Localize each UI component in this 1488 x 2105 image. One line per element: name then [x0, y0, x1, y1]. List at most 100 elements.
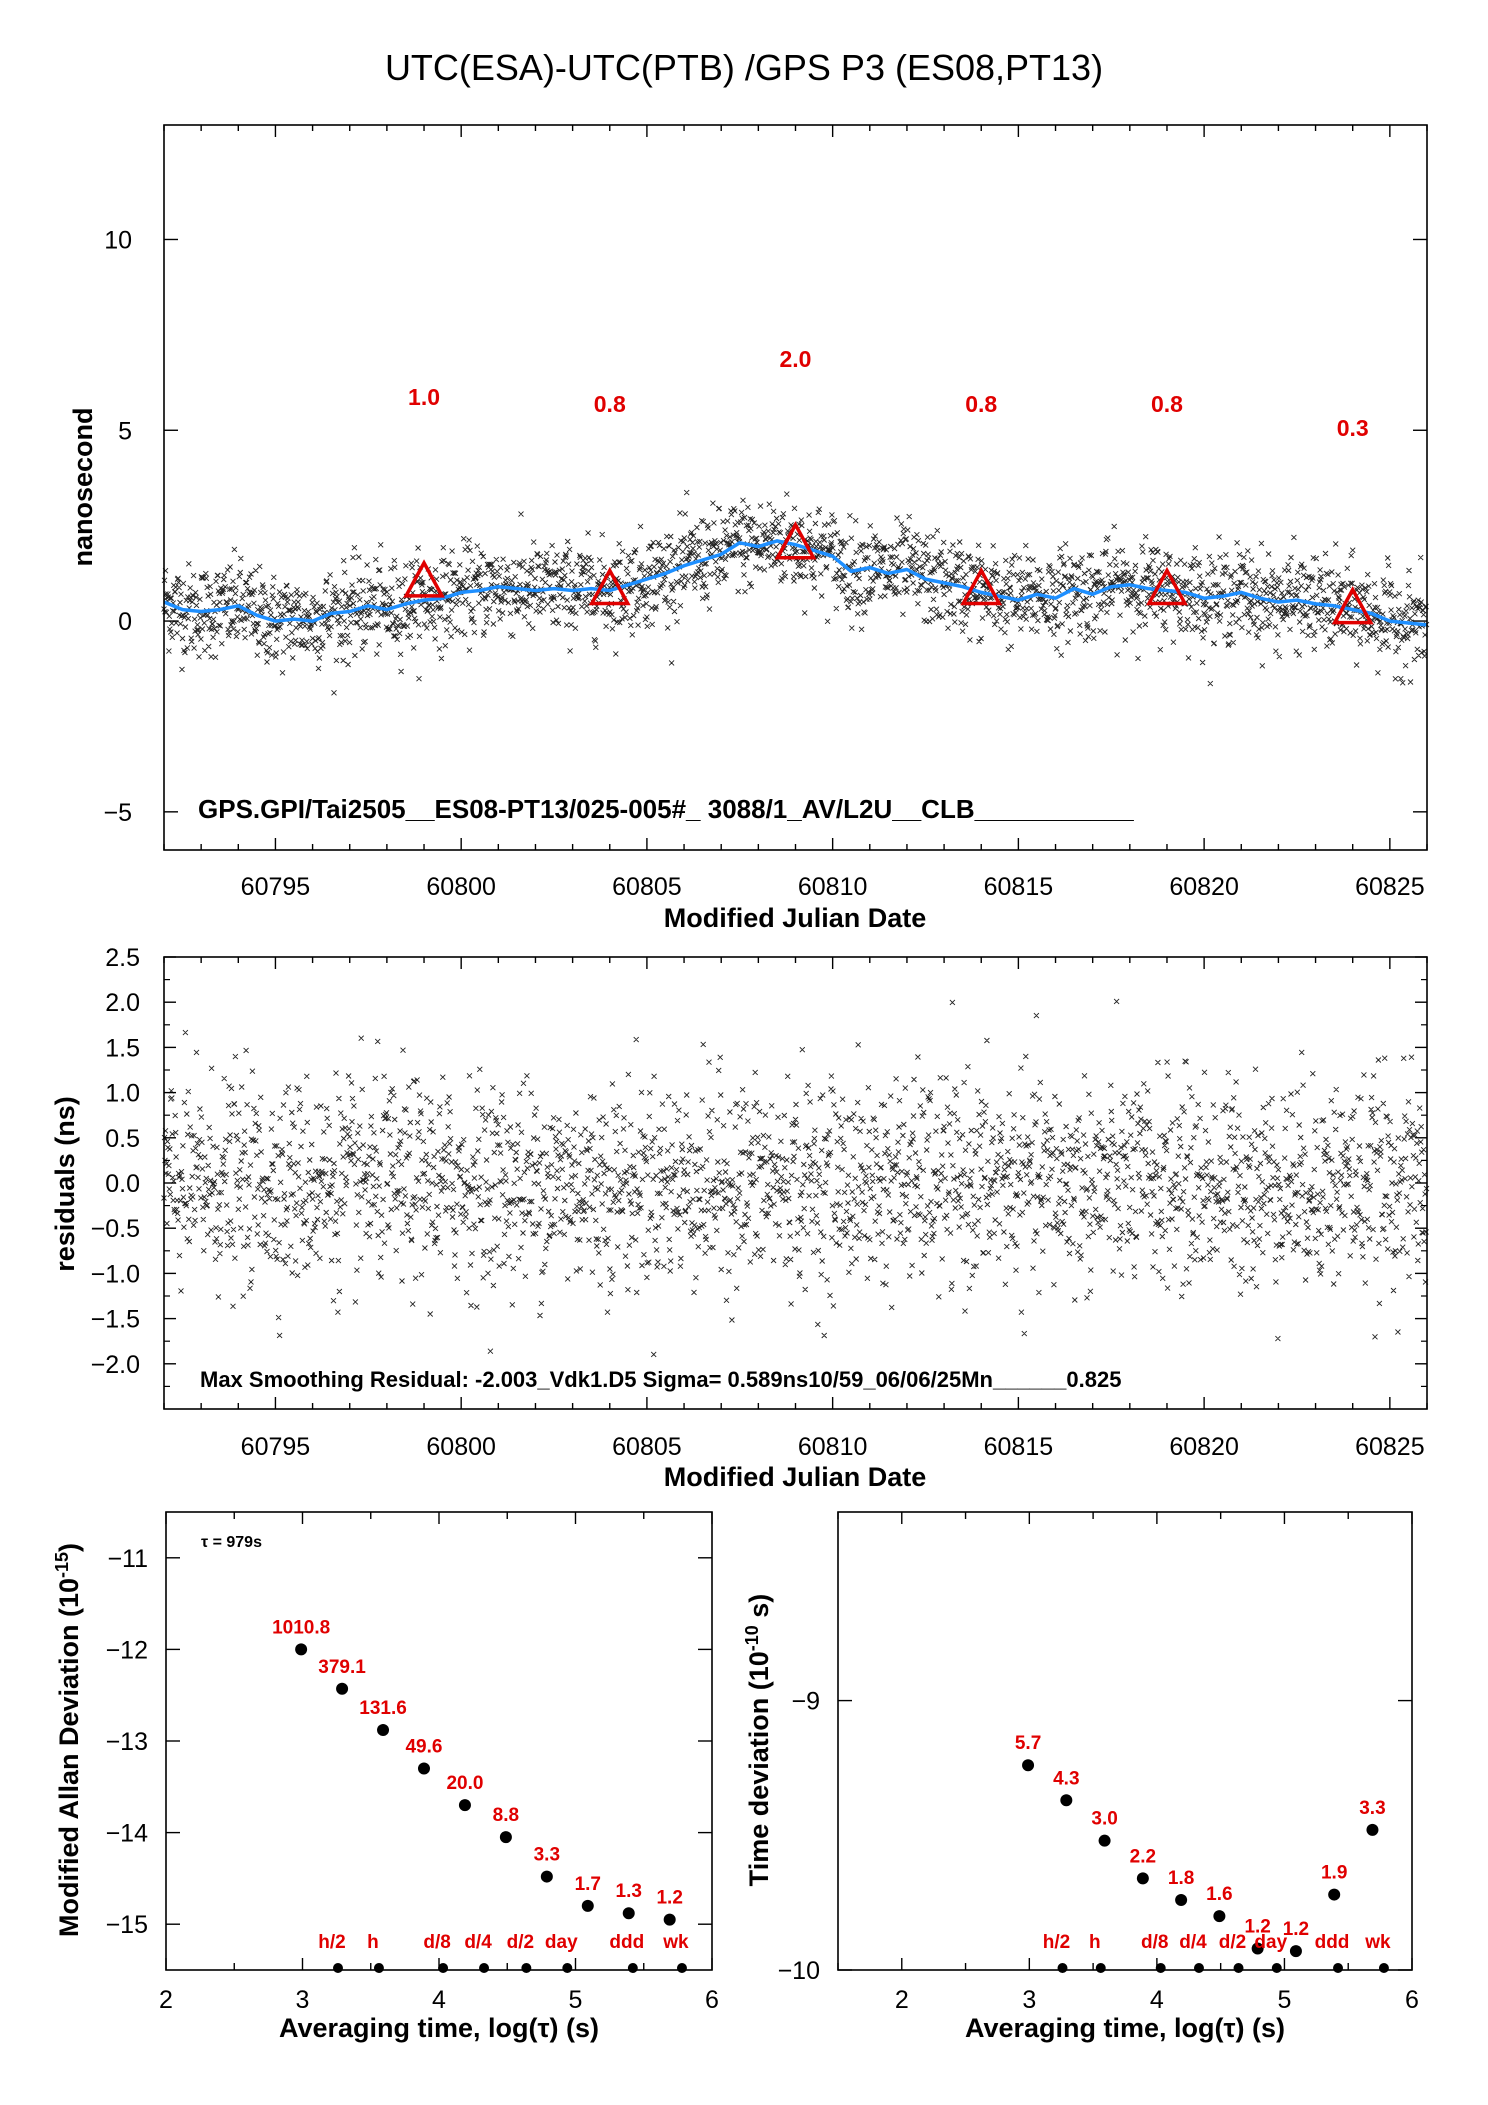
tdev-reference-label: day [1254, 1932, 1287, 1953]
mdev-x-tick-label: 3 [296, 1986, 310, 2014]
mdev-panel: 2 3 4 5 6 −15 −14 −13 −12 −11 1010.8 379.1 131.6 49… [52, 1511, 719, 2043]
figure-title: UTC(ESA)-UTC(PTB) /GPS P3 (ES08,PT13) [385, 47, 1103, 88]
residuals-scatter [161, 998, 1430, 1358]
residuals-caption: Max Smoothing Residual: -2.003_Vdk1.D5 S… [200, 1367, 1121, 1392]
main-x-axis-label: Modified Julian Date [664, 903, 927, 933]
mdev-point [336, 1682, 349, 1695]
main-y-tick-label: 0 [118, 608, 132, 636]
residuals-y-tick-label: −1.0 [91, 1260, 140, 1288]
tdev-point [1289, 1945, 1302, 1958]
mdev-point-label: 1.7 [575, 1874, 601, 1895]
residuals-y-tick-label: 0.0 [105, 1170, 140, 1198]
mdev-point-label: 8.8 [493, 1805, 519, 1826]
mdev-point-label: 1.2 [656, 1888, 682, 1909]
residuals-x-tick-label: 60800 [426, 1433, 496, 1461]
tdev-point-label: 5.7 [1015, 1733, 1041, 1754]
tdev-reference-label: wk [1364, 1932, 1391, 1953]
mdev-reference-dot [562, 1963, 573, 1973]
tdev-reference-dot [1271, 1963, 1282, 1973]
tdev-point [1098, 1834, 1111, 1847]
mdev-point [377, 1724, 390, 1737]
tdev-point [1328, 1888, 1341, 1901]
main-y-tick-label: 10 [104, 226, 132, 254]
tdev-reference-dot [1057, 1963, 1068, 1973]
main-marker-label: 0.3 [1337, 415, 1369, 441]
mdev-y-label-end: ) [54, 1543, 84, 1552]
tdev-x-tick-label: 4 [1150, 1986, 1164, 2014]
tdev-point [1213, 1910, 1226, 1923]
main-marker-triangle [1146, 566, 1188, 606]
mdev-reference-dot [373, 1963, 384, 1973]
mdev-point [458, 1799, 471, 1812]
tdev-reference-dot [1233, 1963, 1244, 1973]
mdev-y-label-main: Modified Allan Deviation (10 [54, 1578, 84, 1937]
tdev-y-label-sup: -10 [742, 1625, 762, 1651]
mdev-point [499, 1831, 512, 1844]
mdev-y-tick-label: −13 [106, 1728, 148, 1756]
main-marker-triangle [588, 566, 631, 606]
mdev-point-label: 379.1 [318, 1657, 366, 1678]
main-x-tick-label: 60825 [1355, 873, 1425, 901]
main-y-tick-labels: −5 0 5 10 [103, 226, 132, 826]
main-y-axis-label: nanosecond [68, 407, 98, 566]
main-caption: GPS.GPI/Tai2505__ES08-PT13/025-005#_ 308… [198, 794, 1134, 824]
mdev-point [540, 1870, 553, 1883]
mdev-y-tick-label: −14 [106, 1820, 149, 1848]
mdev-y-tick-labels: −15 −14 −13 −12 −11 [106, 1545, 149, 1939]
tdev-panel: 2 3 4 5 6 −10 −9 5.7 4.3 3.0 2.2 1.8 1.6 1.2 1.2 1.9 3… [742, 1511, 1419, 2043]
main-marker-triangle [960, 566, 1003, 606]
tdev-point-label: 1.6 [1206, 1884, 1232, 1905]
mdev-points: 1010.8 379.1 131.6 49.620.0 8.8 3.3 1.7 1.3 1.2 [272, 1617, 683, 1926]
main-y-tick-label: −5 [103, 799, 132, 827]
main-time-series-panel: 1.0 0.82.00.8 0.80.3 60795 60800 60805 60810 6… [68, 124, 1430, 933]
residuals-ticks [163, 956, 1428, 1409]
tdev-point [1136, 1872, 1149, 1885]
tdev-ticks [837, 1512, 1413, 1971]
tdev-point-label: 3.0 [1091, 1809, 1117, 1830]
main-x-tick-label: 60805 [612, 873, 682, 901]
mdev-y-tick-label: −11 [107, 1545, 148, 1573]
tdev-reference-dot [1193, 1963, 1204, 1973]
tdev-y-tick-label: −10 [778, 1957, 820, 1985]
mdev-point [663, 1913, 676, 1926]
residuals-y-tick-label: −2.0 [91, 1351, 140, 1379]
tdev-x-tick-labels: 2 3 4 5 6 [895, 1986, 1419, 2014]
main-x-tick-labels: 60795 60800 60805 60810 60815 60820 60825 [241, 873, 1425, 901]
main-ticks [163, 125, 1428, 850]
tdev-y-tick-labels: −10 −9 [778, 1688, 820, 1985]
main-marker-triangle [403, 559, 445, 598]
tdev-x-tick-label: 3 [1022, 1986, 1036, 2014]
tdev-reference-label: h/2 [1043, 1932, 1070, 1953]
mdev-reference-dot [438, 1963, 449, 1973]
main-markers: 1.0 0.8 2.0 0.8 0.8 0.3 [403, 346, 1374, 625]
main-marker-label: 1.0 [408, 384, 440, 410]
tdev-x-tick-label: 6 [1405, 1986, 1419, 2014]
mdev-reference-label: ddd [609, 1932, 644, 1953]
tdev-reference-label: d/8 [1141, 1932, 1168, 1953]
tdev-point [1366, 1823, 1379, 1836]
tdev-x-tick-label: 2 [895, 1986, 909, 2014]
residuals-x-tick-label: 60815 [984, 1433, 1054, 1461]
residuals-scatter-points [161, 998, 1430, 1358]
mdev-x-tick-label: 6 [705, 1986, 719, 2014]
tdev-point-label: 2.2 [1130, 1846, 1156, 1867]
mdev-point-label: 20.0 [446, 1773, 483, 1794]
tdev-reference-label: h [1089, 1932, 1101, 1953]
mdev-tau-note: τ = 979s [201, 1534, 262, 1551]
residuals-x-tick-label: 60820 [1169, 1433, 1239, 1461]
tdev-reference-marks: h/2 h d/8 d/4 d/2 day ddd wk [1043, 1932, 1391, 1973]
mdev-reference-dot [676, 1963, 687, 1973]
main-marker-label: 2.0 [780, 346, 812, 372]
residuals-frame [163, 956, 1428, 1410]
main-x-tick-label: 60815 [984, 873, 1054, 901]
mdev-x-tick-label: 5 [569, 1986, 583, 2014]
residuals-panel: 60795 60800 60805 60810 60815 60820 60825 −2.0… [50, 944, 1430, 1492]
residuals-y-tick-label: 2.0 [105, 989, 140, 1017]
tdev-x-axis-label: Averaging time, log(τ) (s) [965, 2013, 1285, 2043]
main-x-tick-label: 60800 [426, 873, 496, 901]
mdev-point-label: 131.6 [359, 1698, 407, 1719]
mdev-y-axis-label: Modified Allan Deviation (10-15) [52, 1543, 84, 1937]
residuals-y-tick-label: 2.5 [105, 944, 140, 972]
mdev-point [417, 1762, 430, 1775]
mdev-reference-dot [332, 1963, 343, 1973]
